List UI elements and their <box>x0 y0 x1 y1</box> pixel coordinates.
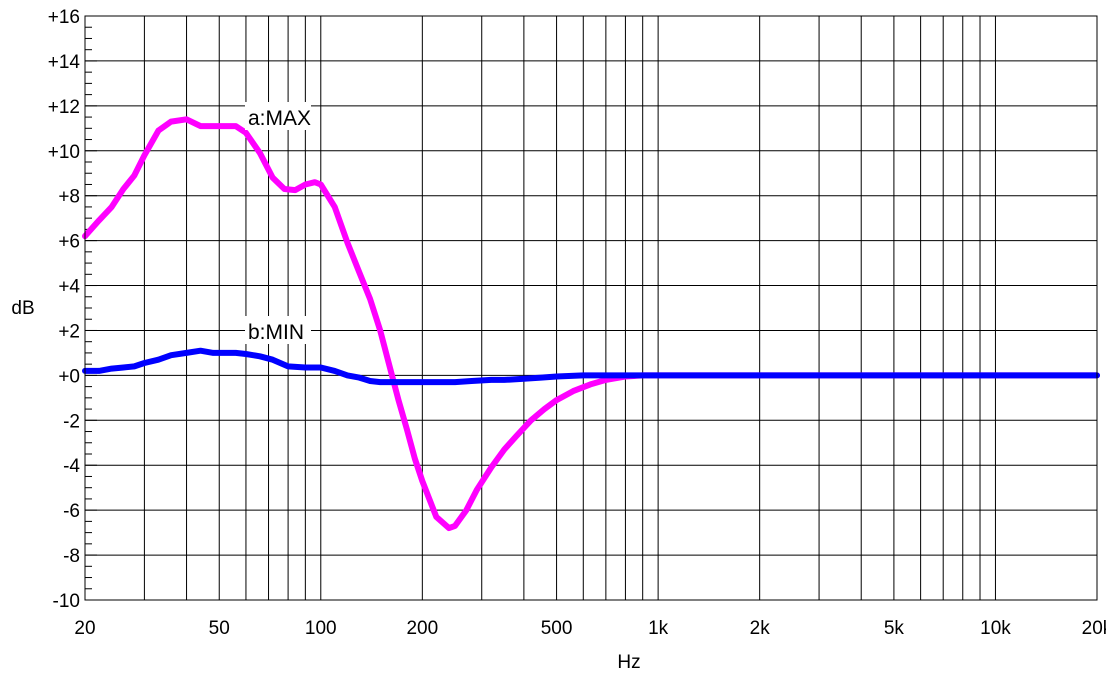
x-tick-label: 10k <box>980 618 1011 639</box>
series-label-max: a:MAX <box>248 107 311 130</box>
y-tick-label: -4 <box>63 456 80 477</box>
series-labels: a:MAX b:MIN <box>245 102 311 344</box>
series-label-min: b:MIN <box>248 321 304 344</box>
series-label-bg <box>245 102 311 130</box>
y-tick-label: +12 <box>48 97 80 118</box>
x-tick-label: 200 <box>406 618 438 639</box>
y-tick-label: +2 <box>58 321 80 342</box>
x-tick-label: 50 <box>209 618 230 639</box>
x-tick-label: 2k <box>750 618 771 639</box>
y-tick-labels: +16 +14 +12 +10 +8 +6 +4 +2 +0 -2 -4 -6 -8 -10 <box>48 7 81 612</box>
y-tick-label: +14 <box>48 52 81 73</box>
x-tick-label: 5k <box>884 618 905 639</box>
y-tick-label: +0 <box>58 366 80 387</box>
y-tick-label: +8 <box>58 187 80 208</box>
x-tick-label: 500 <box>541 618 573 639</box>
x-tick-label: 20k <box>1082 618 1106 639</box>
y-tick-label: +16 <box>48 7 80 28</box>
plot-frame <box>84 15 1098 601</box>
y-tick-label: +4 <box>58 277 80 298</box>
y-tick-label: -2 <box>63 411 80 432</box>
y-tick-label: -10 <box>53 591 80 612</box>
x-tick-label: 100 <box>305 618 337 639</box>
x-axis-title: Hz <box>617 652 640 673</box>
y-tick-label: +6 <box>58 232 80 253</box>
x-tick-label: 1k <box>648 618 669 639</box>
y-tick-label: +10 <box>48 142 80 163</box>
y-tick-label: -8 <box>63 546 80 567</box>
y-tick-label: -6 <box>63 501 80 522</box>
series-line-max <box>82 116 1100 532</box>
minor-ticks <box>85 15 97 601</box>
series-lines <box>82 116 1100 532</box>
series-label-bg <box>245 316 311 344</box>
grid <box>85 16 1097 600</box>
y-axis-title: dB <box>11 298 34 319</box>
series-line-min <box>82 347 1100 386</box>
x-tick-label: 20 <box>74 618 95 639</box>
x-tick-labels: 20 50 100 200 500 1k 2k 5k 10k 20k <box>74 618 1106 639</box>
